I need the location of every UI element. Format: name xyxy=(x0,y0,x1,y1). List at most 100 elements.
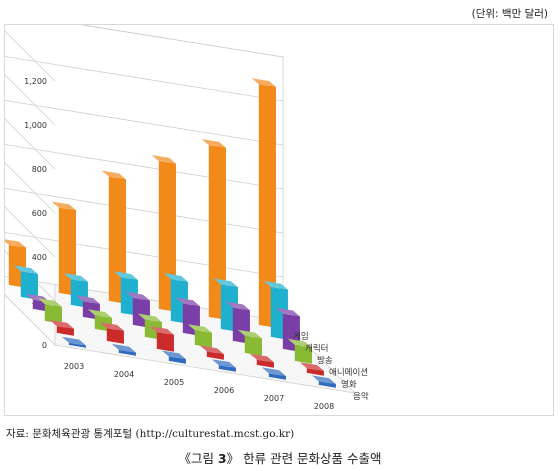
x-axis: 2003 2004 2005 2006 2007 2008 xyxy=(64,362,334,411)
bar-애니메이션-2008 xyxy=(287,338,312,364)
bar-음악-2008 xyxy=(311,375,336,388)
gridline xyxy=(5,144,284,214)
bar-음악-2005 xyxy=(161,350,186,364)
bar-top xyxy=(211,359,236,368)
y-tick-label: 800 xyxy=(32,165,47,174)
bar-top xyxy=(187,324,212,333)
bar-front xyxy=(256,359,274,368)
bar-front xyxy=(20,271,38,300)
bar-top xyxy=(87,309,112,318)
chart-svg: 02004006008001,0001,20020032004200520062… xyxy=(5,25,369,411)
series-label: 게임 xyxy=(293,331,309,342)
bar-front xyxy=(108,176,126,304)
figure-caption: 《그림 3》 한류 관련 문화상품 수출액 xyxy=(0,448,560,467)
bar-front xyxy=(218,365,236,372)
bar-top xyxy=(263,281,288,290)
bar-영화-2003 xyxy=(49,320,74,336)
x-tick-label: 2004 xyxy=(114,370,134,379)
bar-front xyxy=(208,145,226,320)
bar-top xyxy=(225,301,250,311)
bar-top xyxy=(137,313,162,323)
x-tick-label: 2005 xyxy=(164,378,184,387)
chart-area: 02004006008001,0001,20020032004200520062… xyxy=(4,24,554,416)
bar-front xyxy=(244,335,262,356)
bar-top xyxy=(75,295,100,304)
series-label: 방송 xyxy=(317,355,333,366)
gridline xyxy=(5,25,284,82)
bar-front xyxy=(306,368,324,376)
y-tick-label: 1,200 xyxy=(24,77,47,86)
bar-front xyxy=(58,207,76,296)
bar-top xyxy=(101,170,126,180)
bar-애니메이션-2003 xyxy=(37,298,62,324)
caption-text: 한류 관련 문화상품 수출액 xyxy=(239,451,382,466)
series-label: 애니메이션 xyxy=(329,367,368,378)
y-tick-label: 600 xyxy=(32,209,47,218)
bar-front xyxy=(68,342,86,348)
gridline xyxy=(5,56,284,126)
bar-front xyxy=(294,344,312,364)
x-tick-label: 2008 xyxy=(314,402,334,411)
bar-top xyxy=(149,326,174,335)
bar-top xyxy=(249,353,274,363)
bar-top xyxy=(13,265,38,275)
bars xyxy=(5,78,336,388)
bar-top xyxy=(111,343,136,353)
series-label: 영화 xyxy=(341,379,357,390)
bar-front xyxy=(258,84,276,328)
caption-close: 》 xyxy=(226,451,240,466)
x-tick-label: 2003 xyxy=(64,362,84,371)
series-label: 음악 xyxy=(353,391,369,402)
bar-top xyxy=(175,297,200,307)
bar-top xyxy=(287,338,312,348)
gridline xyxy=(5,188,284,258)
bar-음악-2003 xyxy=(61,336,86,348)
bar-front xyxy=(44,304,62,324)
bar-top xyxy=(201,139,226,148)
bar-top xyxy=(251,78,276,87)
bar-top xyxy=(261,367,286,377)
bar-top xyxy=(99,322,124,331)
bar-top xyxy=(237,329,262,339)
gridline xyxy=(5,100,284,170)
y-tick-label: 0 xyxy=(42,341,47,350)
bar-캐릭터-2003 xyxy=(13,265,38,300)
bar-top xyxy=(213,278,238,288)
bar-음악-2004 xyxy=(111,343,136,356)
bar-top xyxy=(5,239,26,248)
bar-top xyxy=(125,291,150,301)
unit-label: (단위: 백만 달러) xyxy=(471,8,548,20)
bar-top xyxy=(151,155,176,164)
bar-애니메이션-2007 xyxy=(237,329,262,356)
bar-front xyxy=(168,356,186,364)
caption-number: 3 xyxy=(217,451,227,466)
bar-top xyxy=(63,273,88,282)
bar-top xyxy=(37,298,62,307)
bar-top xyxy=(161,350,186,360)
bar-게임-2004 xyxy=(51,201,76,296)
bar-음악-2006 xyxy=(211,359,236,372)
bar-front xyxy=(318,381,336,388)
caption-open: 《그림 xyxy=(178,451,218,466)
bar-front xyxy=(156,332,174,352)
bar-영화-2006 xyxy=(199,345,224,360)
bar-영화-2007 xyxy=(249,353,274,368)
y-tick-label: 400 xyxy=(32,253,47,262)
bar-front xyxy=(118,349,136,356)
bar-음악-2007 xyxy=(261,367,286,380)
bar-front xyxy=(158,161,176,312)
bar-front xyxy=(268,373,286,380)
source-note: 자료: 문화체육관광 통계포털 (http://culturestat.mcst… xyxy=(6,428,295,440)
bar-front xyxy=(194,330,212,348)
bar-top xyxy=(51,201,76,211)
series-label: 캐릭터 xyxy=(305,343,328,354)
bar-top xyxy=(49,320,74,329)
bar-게임-2008 xyxy=(251,78,276,328)
bar-게임-2007 xyxy=(201,139,226,320)
bar-top xyxy=(299,362,324,371)
bar-애니메이션-2006 xyxy=(187,324,212,348)
bar-게임-2006 xyxy=(151,155,176,312)
bar-영화-2005 xyxy=(149,326,174,352)
